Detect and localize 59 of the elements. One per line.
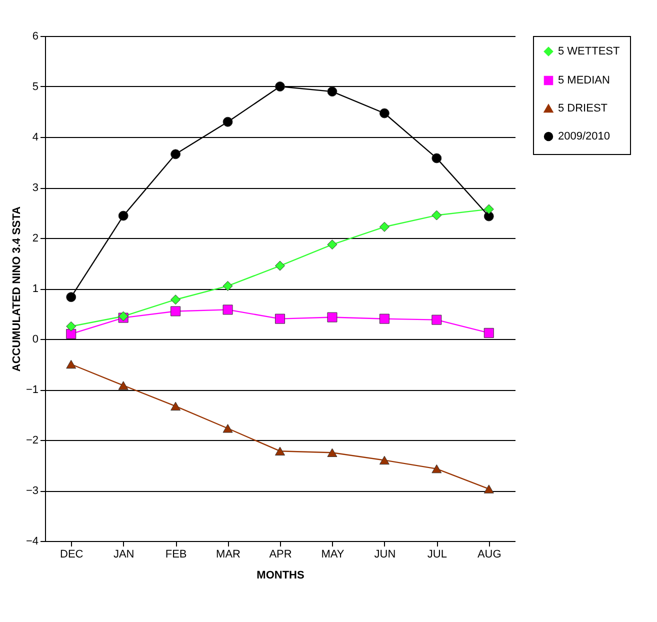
y-tick-label: 3 [32, 182, 38, 194]
point [327, 240, 338, 250]
point [66, 292, 76, 302]
point [327, 312, 338, 322]
y-tick-label: 4 [32, 132, 38, 144]
point [66, 328, 76, 339]
x-tick-label: JAN [113, 548, 134, 560]
point [379, 222, 390, 232]
point [432, 210, 442, 220]
point [379, 108, 390, 118]
x-tick-label: FEB [165, 548, 187, 560]
y-tick-label: 0 [32, 334, 38, 346]
legend-label: 5 WETTEST [558, 46, 620, 58]
point [170, 402, 181, 411]
point [484, 328, 494, 338]
x-tick-label: MAY [321, 548, 345, 560]
y-tick-label: −2 [26, 434, 38, 446]
legend-label: 5 DRIEST [558, 102, 608, 114]
y-tick-label: 1 [32, 283, 38, 295]
y-tick-label: −3 [26, 485, 38, 497]
point [66, 360, 76, 369]
y-tick-label: 2 [32, 232, 38, 244]
point [432, 153, 442, 164]
point [484, 204, 494, 214]
point [275, 314, 285, 324]
point [432, 314, 442, 325]
y-tick-label: −1 [26, 384, 38, 396]
y-tick-label: −4 [26, 536, 38, 548]
point [327, 448, 338, 457]
point [66, 321, 76, 332]
y-axis-title: ACCUMULATED NINO 3.4 SSTA [10, 206, 23, 372]
point [275, 446, 285, 456]
x-axis-title: MONTHS [256, 570, 304, 582]
point [484, 484, 494, 494]
point [379, 314, 390, 324]
point [275, 260, 285, 271]
point [222, 116, 233, 127]
point [222, 280, 233, 291]
y-tick-label: 6 [32, 30, 38, 42]
legend-label: 2009/2010 [558, 130, 610, 142]
point [379, 456, 390, 465]
point [432, 464, 442, 474]
legend-label: 5 MEDIAN [558, 74, 610, 86]
point [170, 306, 181, 316]
x-tick-label: AUG [477, 548, 502, 560]
point [222, 304, 233, 315]
point [327, 86, 338, 97]
point [222, 424, 233, 433]
y-tick-label: 5 [32, 81, 38, 93]
point [118, 381, 128, 390]
point [170, 294, 181, 305]
x-tick-label: APR [269, 548, 292, 560]
x-tick-label: MAR [216, 548, 241, 560]
point [170, 149, 181, 160]
x-tick-label: JUL [427, 548, 447, 560]
point [118, 210, 128, 221]
x-tick-label: JUN [374, 548, 396, 560]
point [275, 82, 285, 92]
x-tick-label: DEC [60, 548, 84, 560]
